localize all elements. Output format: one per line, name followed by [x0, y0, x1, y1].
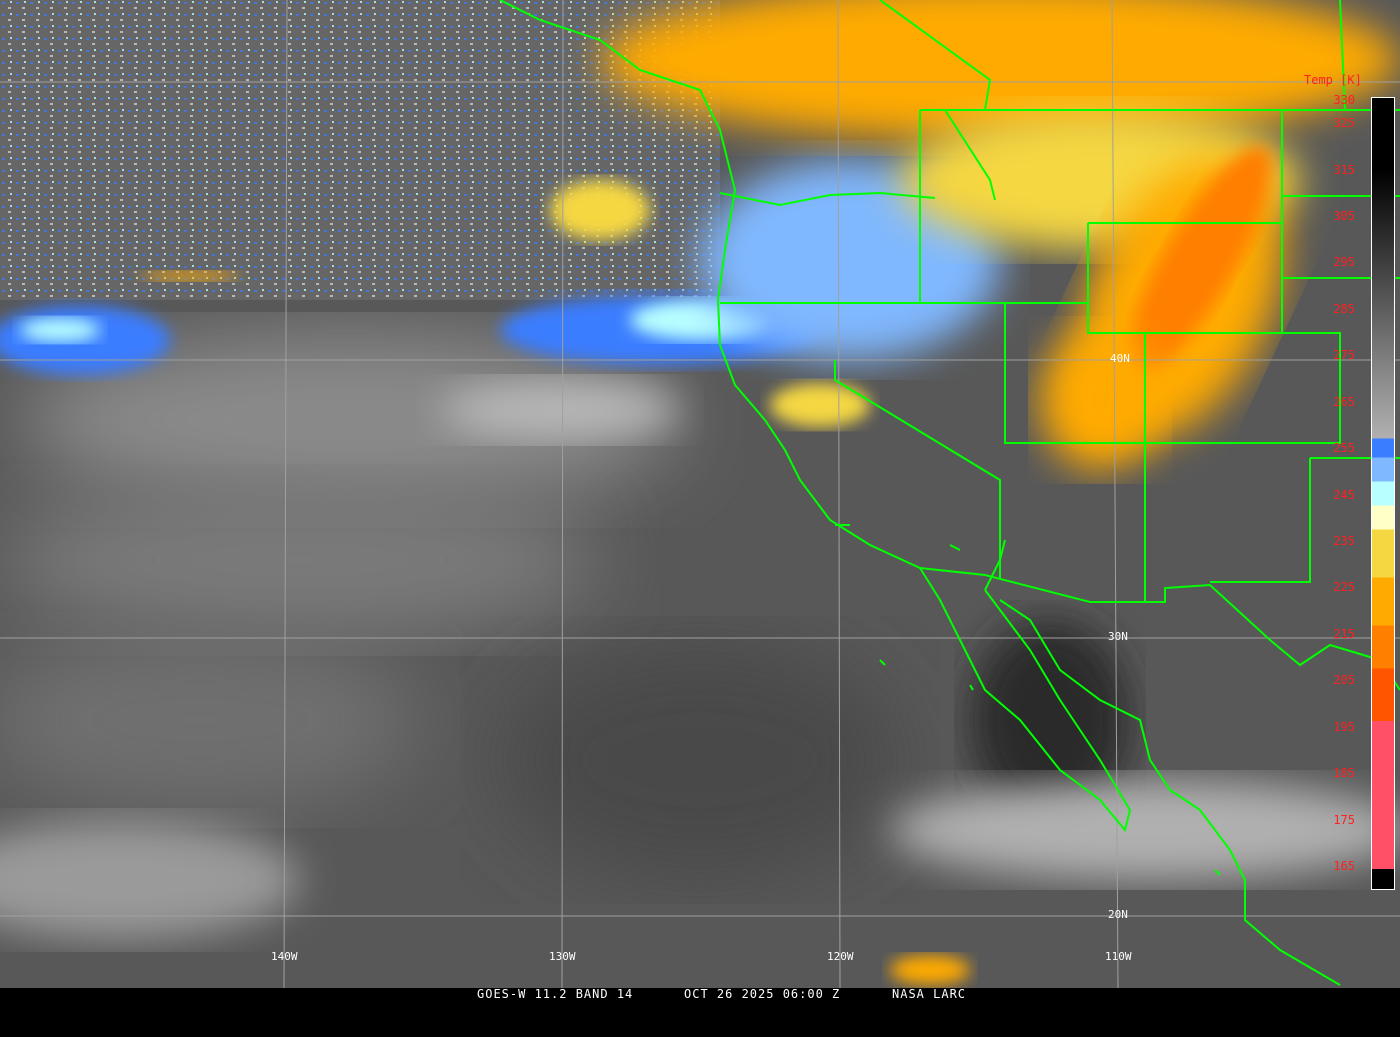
colorbar-tick-label: 285: [1333, 301, 1355, 316]
coastlines-and-borders: [499, 0, 1400, 986]
graticule: [0, 0, 1400, 988]
colorbar-tick-label: 255: [1333, 441, 1355, 456]
colorbar-tick-label: 195: [1333, 719, 1355, 734]
satellite-band: GOES-W 11.2 BAND 14: [477, 987, 634, 1001]
colorbar-tick-label: 235: [1333, 534, 1355, 549]
caption-bar: GOES-W 11.2 BAND 14 OCT 26 2025 06:00 Z …: [0, 988, 1400, 1000]
colorbar-tick-label: 185: [1333, 766, 1355, 781]
colorbar-tick-label: 225: [1333, 580, 1355, 595]
colorbar-tick-label: 315: [1333, 162, 1355, 177]
image-datetime: OCT 26 2025 06:00 Z: [684, 987, 841, 1001]
satellite-map: [0, 0, 1400, 988]
colorbar-tick-label: 265: [1333, 394, 1355, 409]
gray-cloud-field: [0, 0, 1400, 940]
latitude-label: 20N: [1108, 908, 1128, 921]
colorbar-tick-label: 165: [1333, 859, 1355, 873]
colorbar-tick-label: 295: [1333, 255, 1355, 270]
image-source: NASA LARC: [892, 987, 967, 1001]
longitude-label: 130W: [549, 950, 576, 963]
latitude-label: 40N: [1110, 352, 1130, 365]
colorbar-tick-label: 275: [1333, 348, 1355, 363]
colorbar-title: Temp [K]: [1304, 73, 1362, 87]
colorbar-tick-label: 325: [1333, 116, 1355, 131]
latitude-label: 30N: [1108, 630, 1128, 643]
cold-cloud-tops: [0, 0, 1400, 985]
colorbar-tick-label: 330: [1333, 93, 1355, 107]
colorbar-tick-label: 205: [1333, 673, 1355, 688]
temperature-colorbar: [1371, 97, 1395, 890]
longitude-label: 120W: [827, 950, 854, 963]
longitude-label: 110W: [1105, 950, 1132, 963]
colorbar-tick-label: 175: [1333, 812, 1355, 827]
colorbar-tick-label: 245: [1333, 487, 1355, 502]
colorbar-tick-label: 215: [1333, 626, 1355, 641]
colorbar-tick-label: 305: [1333, 209, 1355, 224]
longitude-label: 140W: [271, 950, 298, 963]
